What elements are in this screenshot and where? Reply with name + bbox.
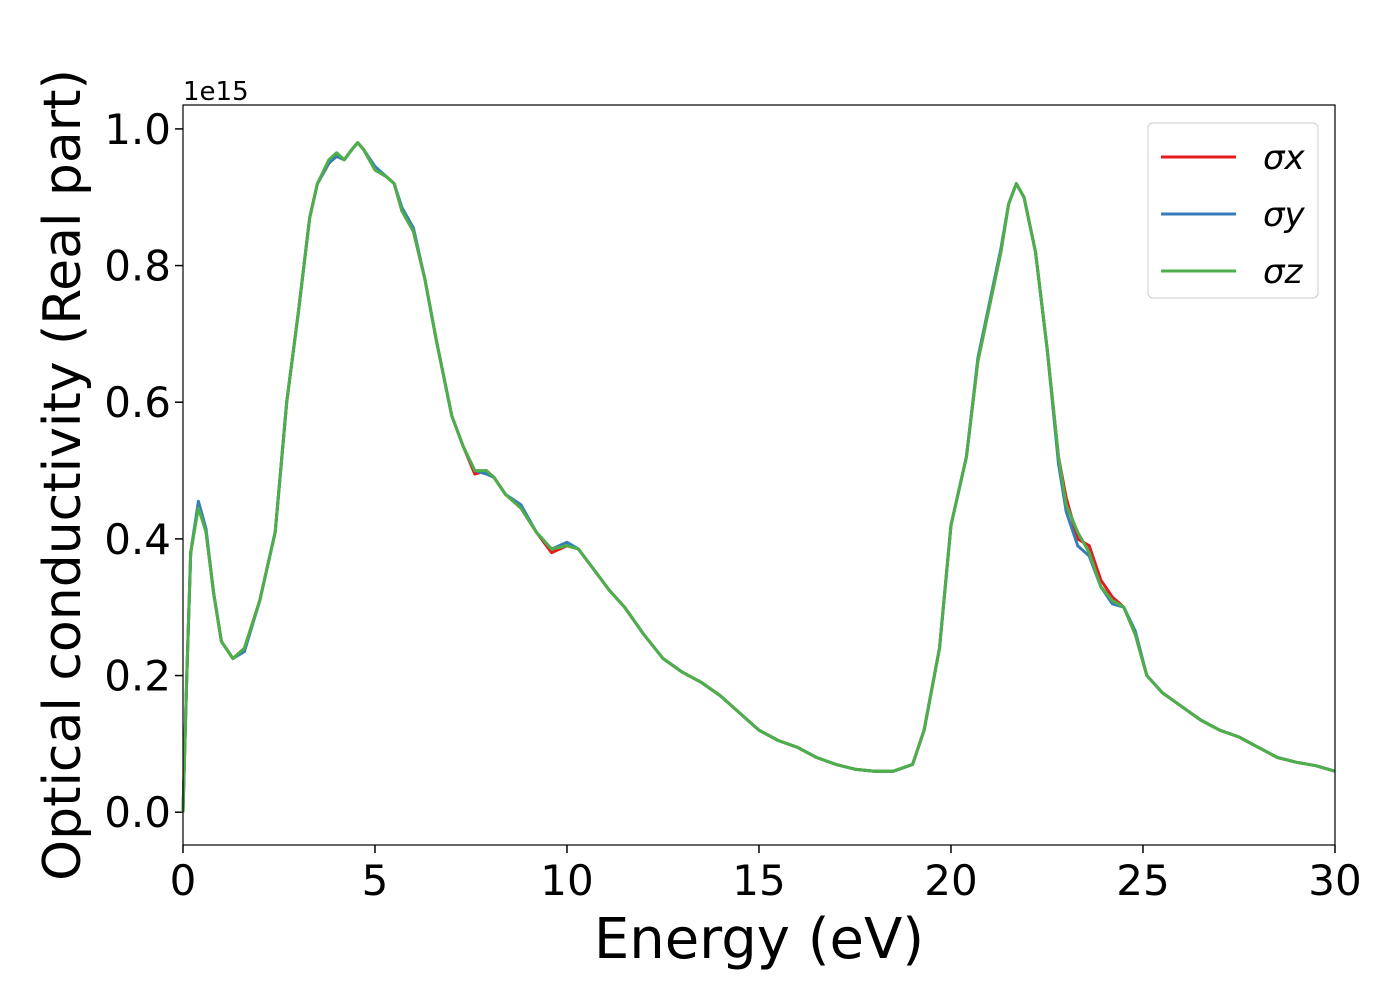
series-line <box>181 141 1336 813</box>
y-axis-label: Optical conductivity (Real part) <box>33 69 93 881</box>
y-tick-label: 0.2 <box>104 652 171 701</box>
x-tick-label: 0 <box>170 856 197 905</box>
y-tick-label: 0.4 <box>104 515 171 564</box>
x-tick-label: 30 <box>1308 856 1361 905</box>
legend-label: σz <box>1263 252 1304 292</box>
y-offset-label: 1e15 <box>183 77 249 107</box>
y-tick-label: 1.0 <box>104 105 171 154</box>
x-axis-label: Energy (eV) <box>594 907 924 972</box>
plot-frame <box>182 104 1336 846</box>
y-tick-label: 0.0 <box>104 788 171 837</box>
legend-label: σx <box>1263 138 1306 178</box>
y-tick-label: 0.8 <box>104 242 171 291</box>
x-tick-label: 10 <box>540 856 593 905</box>
x-tick-label: 25 <box>1116 856 1169 905</box>
x-tick-label: 5 <box>362 856 389 905</box>
x-tick-label: 20 <box>924 856 977 905</box>
y-tick-label: 0.6 <box>104 378 171 427</box>
legend-box <box>1147 122 1319 299</box>
legend-label: σy <box>1263 195 1306 235</box>
x-tick-label: 15 <box>732 856 785 905</box>
